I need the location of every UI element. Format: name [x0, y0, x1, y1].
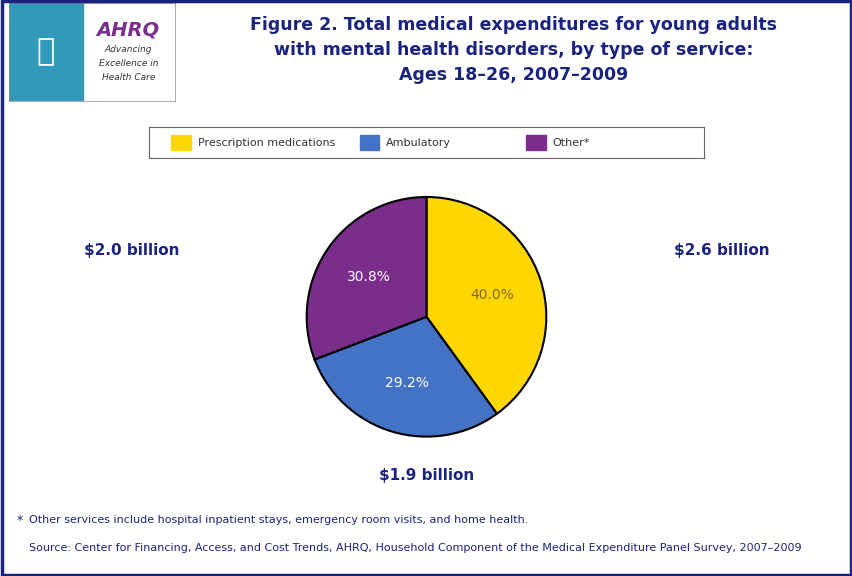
Text: *: * [17, 514, 23, 527]
Wedge shape [314, 317, 497, 437]
Bar [9, 3, 83, 101]
Text: Health Care: Health Care [101, 73, 155, 82]
Text: 29.2%: 29.2% [384, 376, 428, 391]
Wedge shape [426, 197, 545, 414]
Text: 30.8%: 30.8% [347, 270, 391, 285]
Wedge shape [307, 197, 426, 359]
Text: Advancing: Advancing [105, 46, 152, 54]
Text: Excellence in: Excellence in [99, 59, 158, 68]
Text: AHRQ: AHRQ [96, 21, 159, 40]
Text: Other*: Other* [552, 138, 589, 147]
Text: Figure 2. Total medical expenditures for young adults
with mental health disorde: Figure 2. Total medical expenditures for… [250, 16, 776, 84]
Text: $1.9 billion: $1.9 billion [378, 468, 474, 483]
Text: $2.6 billion: $2.6 billion [673, 243, 769, 258]
Text: Source: Center for Financing, Access, and Cost Trends, AHRQ, Household Component: Source: Center for Financing, Access, an… [29, 543, 801, 553]
Text: Ambulatory: Ambulatory [386, 138, 451, 147]
Text: Prescription medications: Prescription medications [198, 138, 335, 147]
Bar [171, 135, 191, 150]
Bar [526, 135, 545, 150]
Text: Other services include hospital inpatient stays, emergency room visits, and home: Other services include hospital inpatien… [29, 516, 528, 525]
Text: $2.0 billion: $2.0 billion [83, 243, 179, 258]
Bar [360, 135, 379, 150]
Text: 🦅: 🦅 [37, 37, 55, 66]
Text: 40.0%: 40.0% [470, 289, 514, 302]
